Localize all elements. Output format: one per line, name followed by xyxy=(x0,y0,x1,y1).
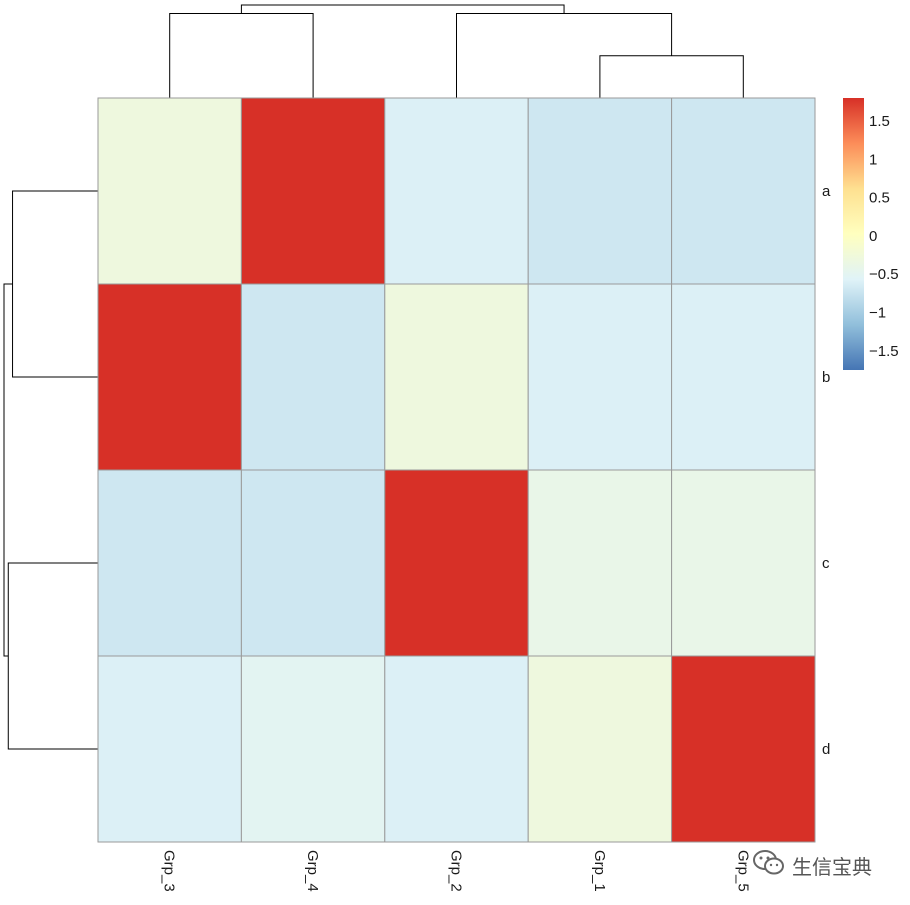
cell-c-Grp_5 xyxy=(671,469,816,657)
cell-b-Grp_1 xyxy=(527,283,673,471)
legend-tick-label: −1.5 xyxy=(869,343,899,360)
row-dendrogram-branch xyxy=(3,283,13,657)
column-labels: Grp_3 Grp_4 Grp_2 Grp_1 Grp_5 xyxy=(161,850,752,892)
column-dendrogram xyxy=(169,4,744,98)
row-label-c: c xyxy=(822,555,830,572)
wechat-icon xyxy=(752,848,786,883)
legend-tick-label: −1 xyxy=(869,305,886,322)
legend-tick-label: 0 xyxy=(869,228,877,245)
cell-a-Grp_1 xyxy=(527,97,673,285)
legend-color-bar xyxy=(843,98,864,370)
cell-d-Grp_1 xyxy=(527,655,673,843)
column-label-Grp_3: Grp_3 xyxy=(161,850,178,892)
column-dendrogram-branch xyxy=(169,12,314,98)
cell-c-Grp_3 xyxy=(97,469,242,657)
legend-tick-label: 1.5 xyxy=(869,113,890,130)
column-label-Grp_4: Grp_4 xyxy=(304,850,321,892)
column-label-Grp_5: Grp_5 xyxy=(734,850,751,892)
legend-tick-label: 1 xyxy=(869,151,877,168)
cell-d-Grp_4 xyxy=(240,655,386,843)
row-label-a: a xyxy=(822,183,831,200)
row-dendrogram xyxy=(3,190,98,750)
cell-d-Grp_5 xyxy=(671,655,816,843)
row-label-b: b xyxy=(822,369,830,386)
column-dendrogram-branch xyxy=(599,55,744,98)
row-label-d: d xyxy=(822,741,830,758)
cell-a-Grp_5 xyxy=(671,97,816,285)
cell-d-Grp_2 xyxy=(384,655,529,843)
watermark: 生信宝典 xyxy=(752,848,872,882)
cell-a-Grp_4 xyxy=(240,97,386,285)
cell-a-Grp_3 xyxy=(97,97,242,285)
cell-a-Grp_2 xyxy=(384,97,529,285)
column-label-Grp_1: Grp_1 xyxy=(591,850,608,892)
cell-c-Grp_2 xyxy=(384,469,529,657)
column-label-Grp_2: Grp_2 xyxy=(448,850,465,892)
row-dendrogram-branch xyxy=(12,190,98,378)
legend-tick-label: −0.5 xyxy=(869,266,899,283)
cell-d-Grp_3 xyxy=(97,655,242,843)
cell-c-Grp_1 xyxy=(527,469,673,657)
legend-tick-label: 0.5 xyxy=(869,190,890,207)
cell-c-Grp_4 xyxy=(240,469,386,657)
cell-b-Grp_4 xyxy=(240,283,386,471)
row-dendrogram-branch xyxy=(7,562,98,750)
cell-b-Grp_2 xyxy=(384,283,529,471)
color-legend: 1.5 1 0.5 0 −0.5 −1 −1.5 xyxy=(843,98,899,370)
cell-b-Grp_5 xyxy=(671,283,816,471)
cell-b-Grp_3 xyxy=(97,283,242,471)
heatmap-cells xyxy=(97,97,816,843)
row-labels: a b c d xyxy=(822,183,831,758)
column-dendrogram-branch xyxy=(240,4,565,14)
watermark-text: 生信宝典 xyxy=(792,854,872,879)
